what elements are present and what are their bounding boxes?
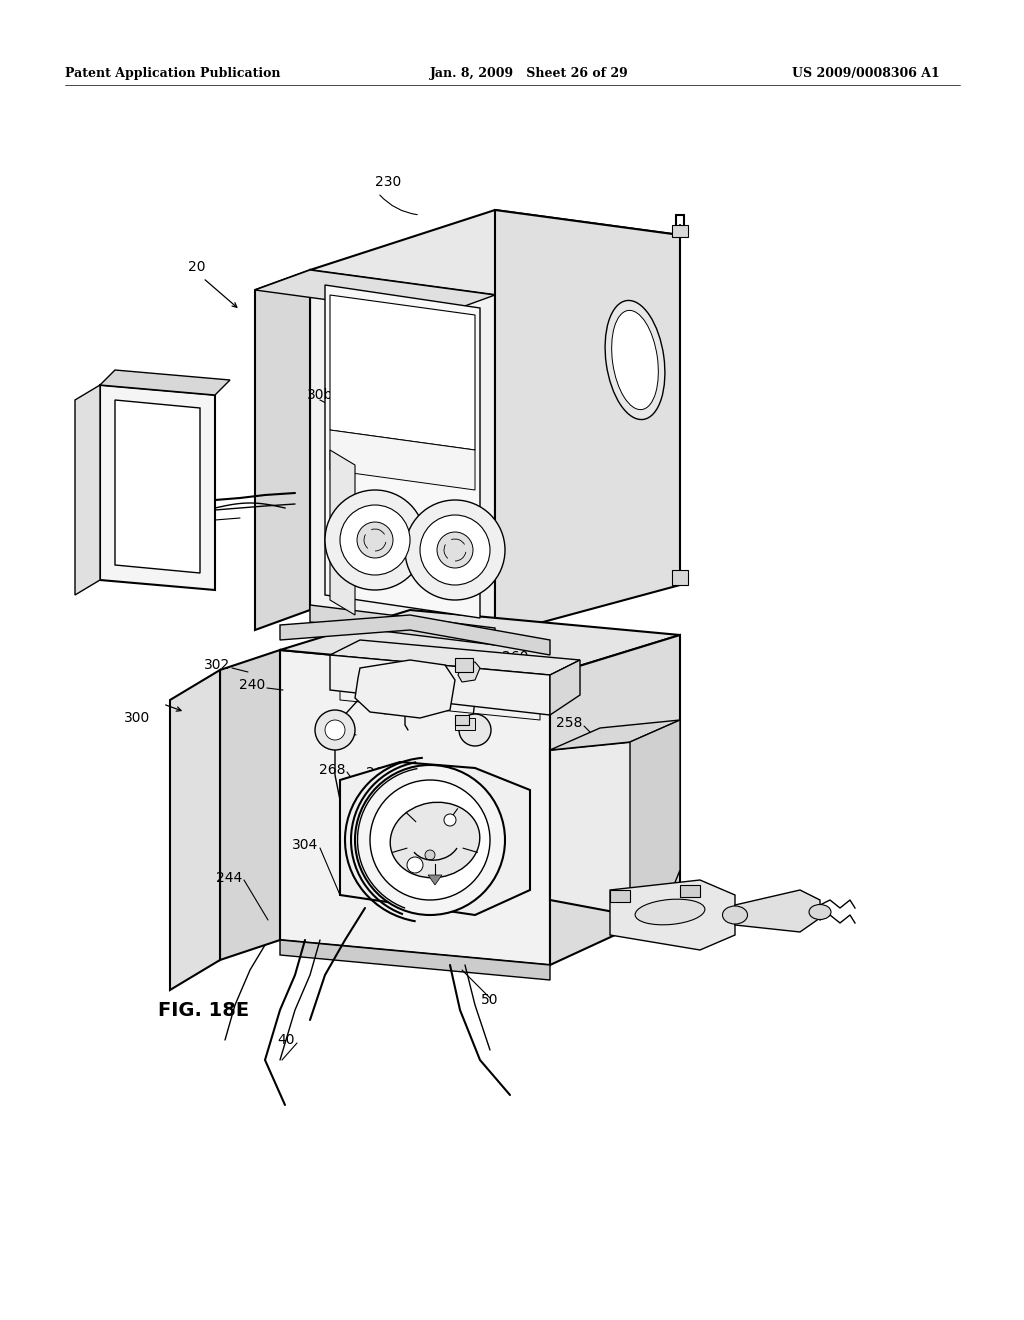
Polygon shape xyxy=(330,294,475,450)
Ellipse shape xyxy=(605,301,665,420)
Polygon shape xyxy=(340,762,530,915)
Text: Patent Application Publication: Patent Application Publication xyxy=(65,66,281,79)
Polygon shape xyxy=(280,610,680,675)
Text: 116: 116 xyxy=(135,484,162,499)
Text: 302: 302 xyxy=(204,657,230,672)
Polygon shape xyxy=(310,271,495,635)
Polygon shape xyxy=(495,210,680,635)
Bar xyxy=(455,718,475,730)
Text: 44: 44 xyxy=(331,723,348,737)
Text: 268: 268 xyxy=(318,763,345,777)
Polygon shape xyxy=(280,615,550,655)
Circle shape xyxy=(444,814,456,826)
Circle shape xyxy=(325,719,345,741)
Polygon shape xyxy=(550,719,680,750)
Polygon shape xyxy=(310,605,495,645)
Text: 20: 20 xyxy=(188,260,206,275)
Polygon shape xyxy=(330,450,355,615)
Circle shape xyxy=(355,766,505,915)
Bar xyxy=(455,657,473,672)
Polygon shape xyxy=(280,940,550,979)
Circle shape xyxy=(315,710,355,750)
Polygon shape xyxy=(325,285,480,618)
Text: 266: 266 xyxy=(497,678,523,693)
Circle shape xyxy=(420,515,490,585)
Bar xyxy=(672,224,688,238)
Polygon shape xyxy=(458,663,480,682)
Polygon shape xyxy=(75,385,100,595)
Circle shape xyxy=(407,857,423,873)
Polygon shape xyxy=(280,649,550,965)
Ellipse shape xyxy=(635,899,705,925)
Text: 244: 244 xyxy=(216,871,242,884)
Text: 230: 230 xyxy=(375,176,401,189)
Polygon shape xyxy=(255,271,310,630)
Polygon shape xyxy=(550,635,680,965)
Circle shape xyxy=(437,532,473,568)
Circle shape xyxy=(370,780,490,900)
Text: 42: 42 xyxy=(625,729,642,742)
Circle shape xyxy=(459,714,490,746)
Text: US 2009/0008306 A1: US 2009/0008306 A1 xyxy=(793,66,940,79)
Text: 304: 304 xyxy=(292,838,318,851)
Polygon shape xyxy=(330,655,550,715)
Text: 240: 240 xyxy=(239,678,265,692)
Text: 40: 40 xyxy=(278,1034,295,1047)
Polygon shape xyxy=(630,719,680,915)
Polygon shape xyxy=(610,880,735,950)
Polygon shape xyxy=(428,875,442,884)
Bar xyxy=(610,890,630,902)
Polygon shape xyxy=(550,742,670,915)
Ellipse shape xyxy=(809,904,831,920)
Polygon shape xyxy=(220,649,280,960)
Circle shape xyxy=(425,850,435,861)
Text: 300: 300 xyxy=(124,711,150,725)
Polygon shape xyxy=(115,400,200,573)
Polygon shape xyxy=(550,660,580,715)
Ellipse shape xyxy=(611,310,658,409)
Ellipse shape xyxy=(723,906,748,924)
Bar xyxy=(680,884,700,898)
Circle shape xyxy=(406,500,505,601)
Polygon shape xyxy=(310,210,680,294)
Text: 30b: 30b xyxy=(307,388,334,403)
Circle shape xyxy=(325,490,425,590)
Text: 50: 50 xyxy=(481,993,499,1007)
Polygon shape xyxy=(255,271,495,315)
Text: 264: 264 xyxy=(366,766,392,780)
Polygon shape xyxy=(330,640,580,675)
Text: 262: 262 xyxy=(334,676,360,690)
Polygon shape xyxy=(170,671,220,990)
Circle shape xyxy=(357,521,393,558)
Circle shape xyxy=(340,506,410,576)
Text: Jan. 8, 2009   Sheet 26 of 29: Jan. 8, 2009 Sheet 26 of 29 xyxy=(430,66,629,79)
Polygon shape xyxy=(330,430,475,490)
Polygon shape xyxy=(735,890,820,932)
Text: FIG. 18E: FIG. 18E xyxy=(158,1001,249,1019)
Polygon shape xyxy=(100,385,215,590)
Polygon shape xyxy=(355,660,455,718)
Ellipse shape xyxy=(390,803,480,878)
Polygon shape xyxy=(100,370,230,395)
Bar xyxy=(672,570,688,585)
Text: 258: 258 xyxy=(556,715,582,730)
Text: 260: 260 xyxy=(502,649,528,664)
Bar xyxy=(455,715,469,725)
